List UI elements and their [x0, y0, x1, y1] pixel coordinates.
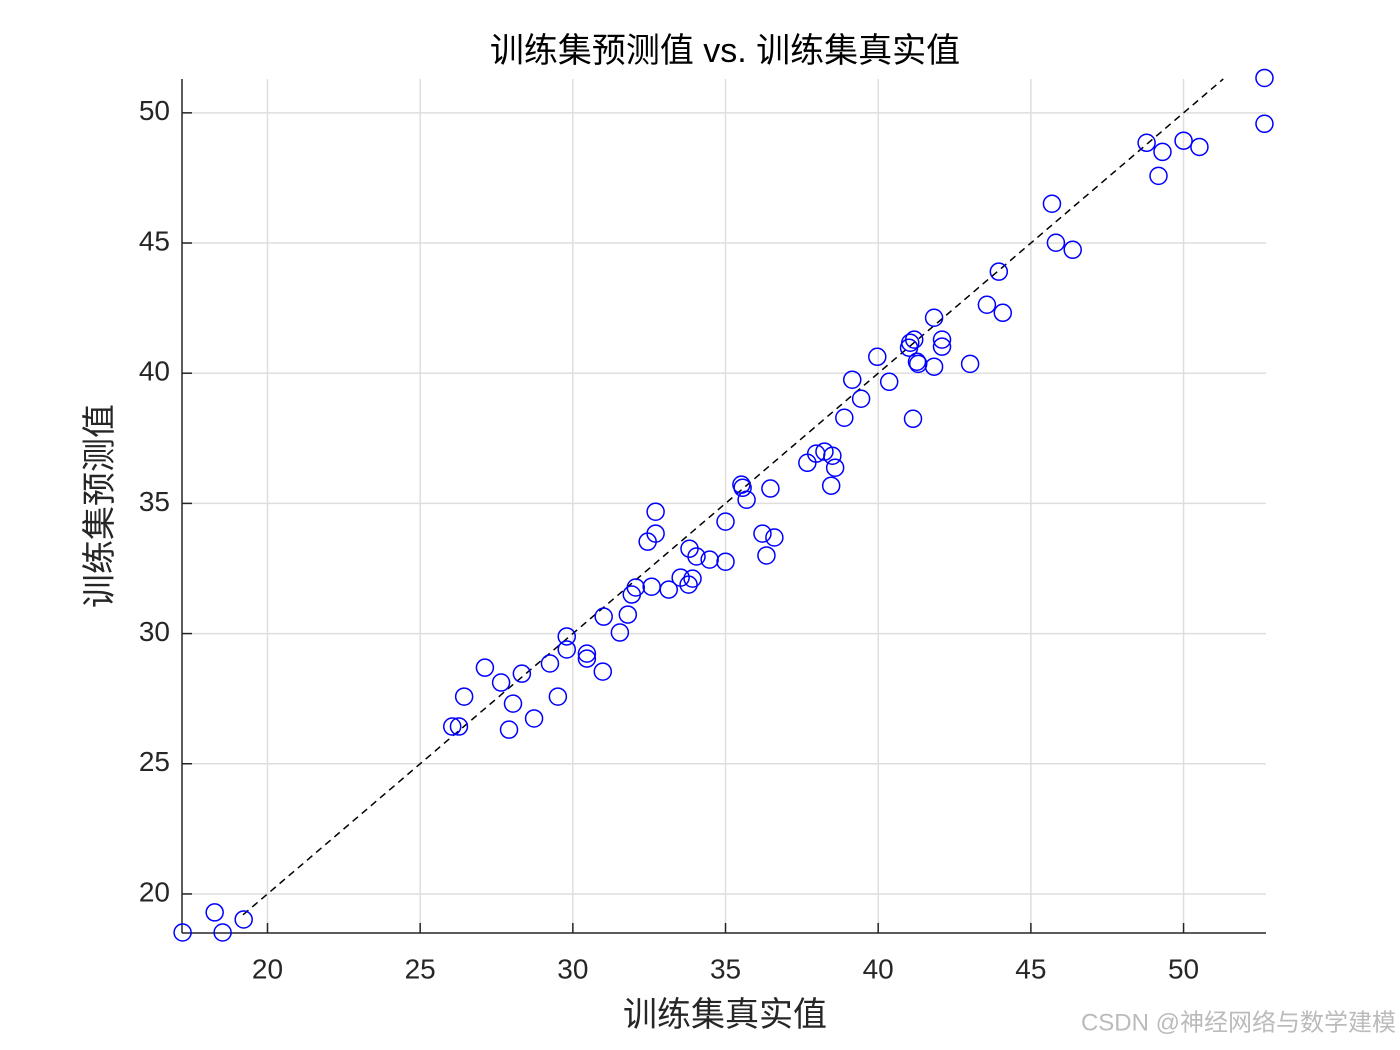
y-tick-label: 45: [139, 225, 170, 256]
point: [512, 664, 532, 683]
point: [646, 502, 665, 521]
point: [679, 575, 698, 594]
point: [594, 607, 613, 626]
y-axis-label: 训练集预测值: [81, 404, 119, 608]
point: [540, 654, 560, 673]
point: [557, 640, 576, 659]
point: [924, 357, 944, 376]
watermark: CSDN @神经网络与数学建模: [1081, 1009, 1396, 1036]
point: [626, 578, 646, 597]
point: [1042, 194, 1062, 213]
point: [548, 687, 568, 706]
point: [659, 580, 678, 599]
point: [610, 623, 630, 642]
point: [798, 453, 817, 473]
point: [499, 720, 519, 739]
point: [683, 569, 702, 588]
point: [577, 644, 597, 663]
point: [924, 308, 944, 328]
point: [716, 552, 735, 571]
point: [557, 627, 576, 646]
point: [1063, 240, 1082, 260]
point: [835, 408, 854, 427]
point: [454, 687, 474, 706]
point: [932, 330, 952, 349]
point: [1153, 142, 1172, 162]
x-tick-label: 20: [252, 953, 283, 984]
point: [765, 528, 784, 547]
point: [1174, 131, 1193, 150]
point: [646, 524, 665, 543]
y-tick-label: 50: [139, 95, 170, 126]
point: [205, 903, 224, 922]
point: [851, 389, 871, 408]
point: [879, 372, 899, 392]
point: [213, 923, 232, 942]
point: [642, 577, 661, 596]
point: [868, 347, 887, 367]
point: [1190, 137, 1209, 157]
y-tick-label: 40: [139, 356, 170, 387]
point: [904, 330, 924, 349]
point: [842, 370, 862, 389]
point: [449, 717, 469, 736]
point: [524, 709, 544, 728]
point: [1046, 233, 1066, 253]
point: [989, 262, 1009, 281]
chart-title: 训练集预测值 vs. 训练集真实值: [490, 32, 960, 70]
point: [1137, 133, 1156, 153]
point: [1255, 68, 1274, 88]
point: [823, 446, 842, 465]
y-tick-label: 30: [139, 616, 170, 647]
point: [716, 512, 735, 531]
point: [960, 354, 980, 374]
point: [577, 649, 597, 668]
x-tick-label: 45: [1015, 953, 1046, 984]
point: [977, 295, 997, 314]
point: [757, 546, 776, 565]
x-tick-label: 50: [1168, 953, 1199, 984]
point: [903, 409, 923, 429]
x-tick-label: 30: [557, 953, 588, 984]
point: [993, 303, 1013, 323]
point: [733, 478, 752, 498]
point: [700, 550, 719, 569]
point: [491, 673, 511, 692]
x-axis-label: 训练集真实值: [623, 996, 827, 1034]
point: [932, 337, 952, 356]
x-tick-label: 35: [710, 953, 741, 984]
y-tick-label: 20: [139, 876, 170, 907]
y-tick-label: 25: [139, 746, 170, 777]
point: [753, 524, 772, 543]
point: [761, 479, 780, 498]
point: [1255, 114, 1274, 134]
point: [442, 717, 462, 736]
x-tick-label: 40: [863, 953, 894, 984]
point: [503, 694, 523, 713]
x-tick-label: 25: [405, 953, 436, 984]
point: [821, 476, 841, 495]
point: [1149, 166, 1168, 186]
point: [825, 458, 845, 477]
point: [173, 923, 192, 942]
point: [475, 658, 495, 677]
point: [687, 547, 706, 566]
y-tick-label: 35: [139, 486, 170, 517]
reference-line: [242, 78, 1224, 916]
point: [234, 910, 253, 929]
point: [901, 333, 920, 353]
point: [593, 662, 613, 681]
point: [907, 352, 927, 372]
point: [618, 605, 638, 624]
point: [737, 490, 756, 510]
